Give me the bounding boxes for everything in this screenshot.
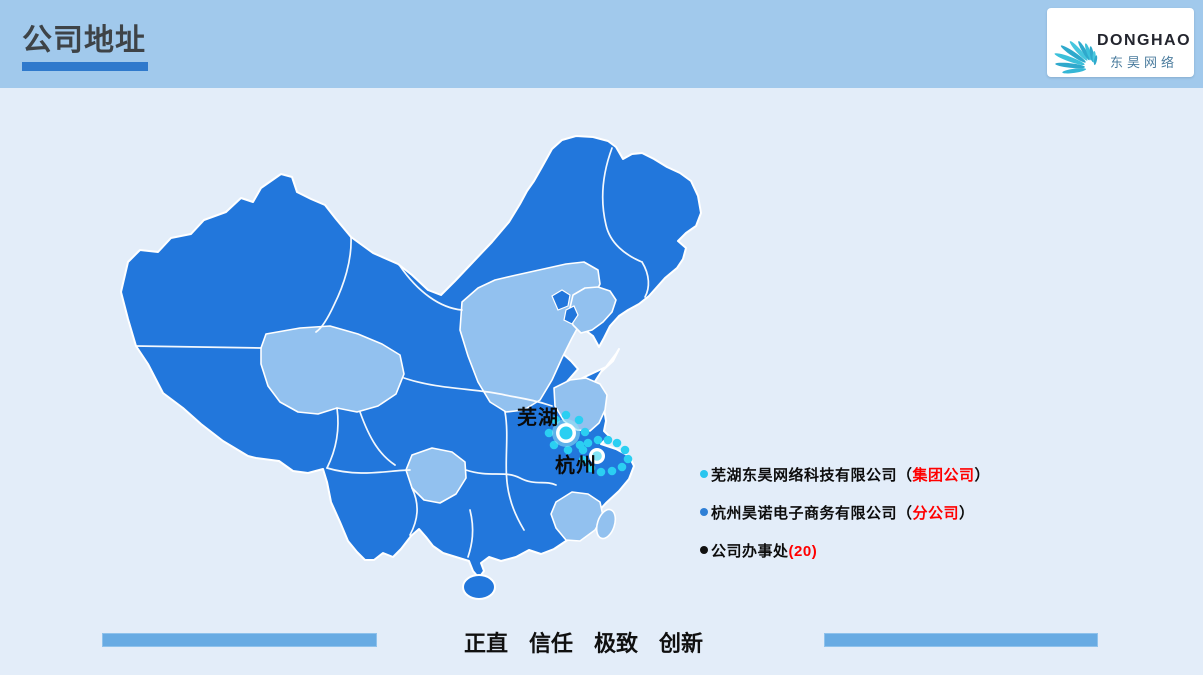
legend-paren-open: （ — [897, 504, 913, 522]
office-dot — [603, 435, 613, 445]
footer-bar-left — [102, 633, 377, 647]
office-dot — [563, 445, 573, 455]
office-dot — [620, 445, 630, 455]
office-dot — [617, 462, 627, 472]
legend-item-branch: 杭州昊诺电子商务有限公司（分公司） — [700, 501, 1030, 523]
province-border — [359, 411, 396, 466]
legend-text: 公司办事处(20) — [711, 540, 817, 561]
fan-logo-icon — [1054, 41, 1098, 74]
map-legend: 芜湖东昊网络科技有限公司（集团公司） 杭州昊诺电子商务有限公司（分公司） 公司办… — [700, 463, 1030, 577]
office-dot — [578, 445, 588, 455]
wuhu-marker — [552, 419, 580, 447]
slogan-word: 正直 — [464, 631, 509, 656]
office-dot — [593, 435, 603, 445]
office-dot — [578, 455, 588, 465]
legend-highlight: 分公司 — [912, 504, 960, 522]
office-dot — [586, 463, 596, 473]
office-dot — [607, 466, 617, 476]
slogan: 正直 信任 极致 创新 — [464, 626, 703, 658]
legend-company-name: 芜湖东昊网络科技有限公司 — [711, 466, 898, 484]
office-dot — [583, 438, 593, 448]
province-border — [641, 261, 650, 298]
office-dot — [574, 415, 584, 425]
legend-paren-close: ） — [974, 466, 991, 484]
office-dot — [612, 438, 622, 448]
header-band: 公司地址 — [0, 0, 1203, 88]
province-border — [504, 411, 525, 531]
legend-text: 芜湖东昊网络科技有限公司（集团公司） — [711, 464, 990, 485]
legend-text: 杭州昊诺电子商务有限公司（分公司） — [711, 502, 975, 523]
legend-bullet-blue — [700, 508, 708, 516]
office-dot — [561, 410, 571, 420]
province-shape — [260, 325, 405, 415]
province-shape — [563, 305, 579, 325]
province-border — [326, 407, 339, 469]
footer-bar-right — [824, 633, 1098, 647]
hangzhou-marker — [589, 448, 605, 464]
legend-item-offices: 公司办事处(20) — [700, 539, 1030, 561]
province-shape — [551, 289, 571, 311]
hainan-island — [462, 574, 496, 600]
title-underline — [22, 62, 148, 71]
province-border — [315, 236, 352, 333]
office-dot — [580, 427, 590, 437]
page-title: 公司地址 — [22, 24, 146, 57]
office-dot — [596, 467, 606, 477]
province-border — [465, 469, 557, 486]
province-border — [601, 147, 643, 263]
legend-bullet-black — [700, 546, 708, 554]
legend-paren-close: ） — [959, 504, 975, 522]
city-label-hangzhou: 杭州 — [555, 455, 597, 477]
province-shape — [550, 491, 604, 542]
china-landmass — [120, 135, 702, 579]
logo-brand-text: DONGHAO — [1097, 32, 1192, 49]
legend-paren-open: （ — [897, 466, 913, 484]
city-label-wuhu: 芜湖 — [517, 407, 559, 429]
province-border — [135, 345, 262, 349]
office-dot — [623, 454, 633, 464]
province-border — [326, 467, 411, 474]
legend-highlight: (20) — [788, 542, 818, 560]
slogan-word: 信任 — [529, 631, 574, 656]
logo-card: DONGHAO 东昊网络 — [1047, 8, 1194, 77]
province-border — [467, 509, 474, 558]
legend-item-headquarters: 芜湖东昊网络科技有限公司（集团公司） — [700, 463, 1030, 485]
logo-brand-cn-text: 东昊网络 — [1110, 55, 1179, 70]
province-border — [403, 377, 553, 407]
province-border — [409, 487, 418, 536]
legend-bullet-cyan — [700, 470, 708, 478]
office-dot — [544, 428, 554, 438]
legend-highlight: 集团公司 — [912, 466, 975, 484]
slogan-word: 创新 — [659, 631, 704, 656]
slogan-word: 极致 — [594, 631, 639, 656]
legend-company-name: 杭州昊诺电子商务有限公司 — [711, 504, 898, 522]
legend-company-name: 公司办事处 — [711, 542, 789, 560]
province-border — [399, 265, 463, 311]
taiwan-island — [595, 508, 617, 540]
province-shape — [405, 447, 467, 504]
